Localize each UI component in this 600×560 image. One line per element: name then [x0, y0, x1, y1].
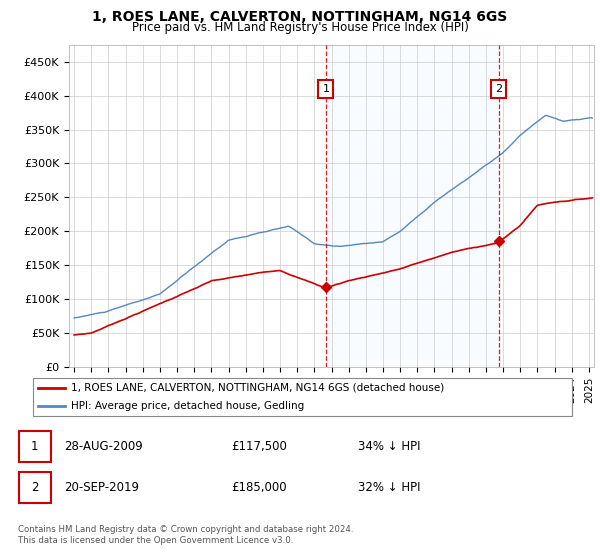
Text: 2: 2	[31, 481, 38, 494]
Text: 20-SEP-2019: 20-SEP-2019	[64, 481, 139, 494]
FancyBboxPatch shape	[33, 379, 572, 416]
Text: Contains HM Land Registry data © Crown copyright and database right 2024.
This d: Contains HM Land Registry data © Crown c…	[18, 525, 353, 545]
Text: 1: 1	[322, 84, 329, 94]
FancyBboxPatch shape	[19, 472, 50, 503]
Text: 1: 1	[31, 440, 38, 453]
Text: 34% ↓ HPI: 34% ↓ HPI	[358, 440, 420, 453]
Text: 28-AUG-2009: 28-AUG-2009	[64, 440, 143, 453]
FancyBboxPatch shape	[19, 431, 50, 462]
Text: HPI: Average price, detached house, Gedling: HPI: Average price, detached house, Gedl…	[71, 402, 304, 411]
Text: £185,000: £185,000	[231, 481, 287, 494]
Text: 32% ↓ HPI: 32% ↓ HPI	[358, 481, 420, 494]
Bar	[326, 45, 499, 367]
Text: 2: 2	[495, 84, 502, 94]
Text: Price paid vs. HM Land Registry's House Price Index (HPI): Price paid vs. HM Land Registry's House …	[131, 21, 469, 34]
Text: £117,500: £117,500	[231, 440, 287, 453]
Text: 1, ROES LANE, CALVERTON, NOTTINGHAM, NG14 6GS: 1, ROES LANE, CALVERTON, NOTTINGHAM, NG1…	[92, 10, 508, 24]
Text: 1, ROES LANE, CALVERTON, NOTTINGHAM, NG14 6GS (detached house): 1, ROES LANE, CALVERTON, NOTTINGHAM, NG1…	[71, 383, 444, 393]
